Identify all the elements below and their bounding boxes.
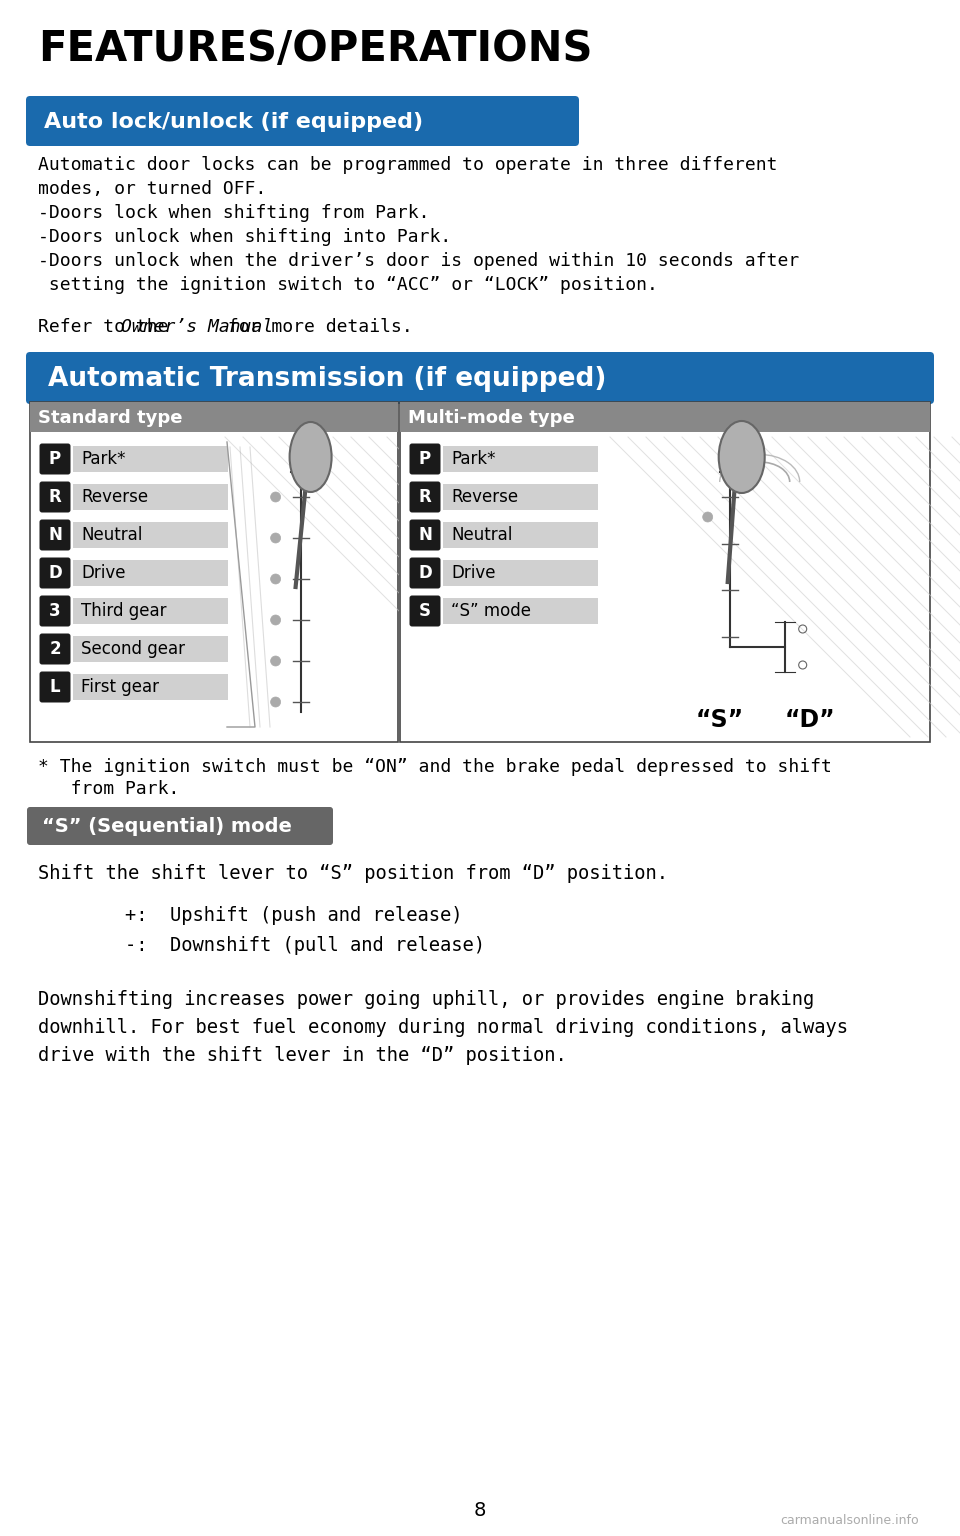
Bar <box>73 561 228 587</box>
Text: N: N <box>418 525 432 544</box>
Circle shape <box>703 511 712 522</box>
Bar <box>443 561 598 587</box>
FancyBboxPatch shape <box>39 558 70 588</box>
Text: “S” mode: “S” mode <box>451 602 531 621</box>
Text: * The ignition switch must be “ON” and the brake pedal depressed to shift: * The ignition switch must be “ON” and t… <box>38 757 832 776</box>
Bar <box>443 484 598 510</box>
Text: carmanualsonline.info: carmanualsonline.info <box>780 1513 919 1527</box>
Text: Drive: Drive <box>81 564 126 582</box>
Text: R: R <box>49 488 61 505</box>
Bar <box>73 445 228 472</box>
Circle shape <box>271 697 280 707</box>
FancyBboxPatch shape <box>410 444 441 475</box>
Text: Reverse: Reverse <box>451 488 518 505</box>
Text: S: S <box>419 602 431 621</box>
FancyBboxPatch shape <box>39 519 70 550</box>
Ellipse shape <box>290 422 331 492</box>
FancyBboxPatch shape <box>39 481 70 513</box>
Text: drive with the shift lever in the “D” position.: drive with the shift lever in the “D” po… <box>38 1046 566 1064</box>
FancyBboxPatch shape <box>39 444 70 475</box>
Text: P: P <box>419 450 431 468</box>
Text: 3: 3 <box>49 602 60 621</box>
Bar <box>73 636 228 662</box>
Circle shape <box>271 574 280 584</box>
FancyBboxPatch shape <box>410 596 441 627</box>
FancyBboxPatch shape <box>410 481 441 513</box>
Text: Reverse: Reverse <box>81 488 148 505</box>
Text: N: N <box>48 525 62 544</box>
Text: -Doors unlock when the driver’s door is opened within 10 seconds after: -Doors unlock when the driver’s door is … <box>38 252 800 270</box>
Text: Auto lock/unlock (if equipped): Auto lock/unlock (if equipped) <box>44 112 423 132</box>
Text: from Park.: from Park. <box>38 780 180 799</box>
Bar <box>443 522 598 548</box>
Text: Standard type: Standard type <box>38 409 182 427</box>
Circle shape <box>271 614 280 625</box>
Text: FEATURES/OPERATIONS: FEATURES/OPERATIONS <box>38 28 592 71</box>
Circle shape <box>271 656 280 667</box>
FancyBboxPatch shape <box>410 519 441 550</box>
Text: for more details.: for more details. <box>217 318 413 336</box>
Text: First gear: First gear <box>81 677 159 696</box>
Ellipse shape <box>719 421 765 493</box>
Text: P: P <box>49 450 61 468</box>
FancyBboxPatch shape <box>39 596 70 627</box>
Text: D: D <box>419 564 432 582</box>
Text: “D”: “D” <box>784 708 835 733</box>
Text: Downshifting increases power going uphill, or provides engine braking: Downshifting increases power going uphil… <box>38 991 814 1009</box>
FancyBboxPatch shape <box>27 806 333 845</box>
Bar <box>30 402 398 432</box>
Text: -:  Downshift (pull and release): -: Downshift (pull and release) <box>125 935 485 955</box>
Text: Neutral: Neutral <box>81 525 142 544</box>
FancyBboxPatch shape <box>39 671 70 702</box>
FancyBboxPatch shape <box>26 95 579 146</box>
Text: Refer to the: Refer to the <box>38 318 180 336</box>
Text: modes, or turned OFF.: modes, or turned OFF. <box>38 180 266 198</box>
Bar <box>73 484 228 510</box>
Text: Drive: Drive <box>451 564 495 582</box>
Bar <box>443 445 598 472</box>
Circle shape <box>271 492 280 502</box>
Text: “S”: “S” <box>696 708 744 733</box>
Bar <box>400 402 930 432</box>
Text: R: R <box>419 488 431 505</box>
Text: 8: 8 <box>474 1501 486 1519</box>
Text: D: D <box>48 564 61 582</box>
Text: Neutral: Neutral <box>451 525 513 544</box>
FancyBboxPatch shape <box>26 352 934 404</box>
Text: setting the ignition switch to “ACC” or “LOCK” position.: setting the ignition switch to “ACC” or … <box>38 276 658 293</box>
Text: Second gear: Second gear <box>81 641 185 657</box>
Text: downhill. For best fuel economy during normal driving conditions, always: downhill. For best fuel economy during n… <box>38 1018 848 1037</box>
Circle shape <box>271 533 280 544</box>
Bar <box>73 674 228 700</box>
Bar <box>443 598 598 624</box>
Text: Owner’s Manual: Owner’s Manual <box>121 318 274 336</box>
Text: Automatic door locks can be programmed to operate in three different: Automatic door locks can be programmed t… <box>38 157 778 174</box>
Text: -Doors lock when shifting from Park.: -Doors lock when shifting from Park. <box>38 204 429 223</box>
Text: Park*: Park* <box>81 450 126 468</box>
Text: -Doors unlock when shifting into Park.: -Doors unlock when shifting into Park. <box>38 227 451 246</box>
Text: Automatic Transmission (if equipped): Automatic Transmission (if equipped) <box>48 366 607 392</box>
Bar <box>400 402 930 742</box>
Bar <box>30 402 398 742</box>
Text: L: L <box>50 677 60 696</box>
Bar <box>73 522 228 548</box>
Text: Multi-mode type: Multi-mode type <box>408 409 575 427</box>
Text: +:  Upshift (push and release): +: Upshift (push and release) <box>125 906 463 925</box>
FancyBboxPatch shape <box>39 633 70 665</box>
Bar <box>73 598 228 624</box>
Text: Third gear: Third gear <box>81 602 166 621</box>
Text: Shift the shift lever to “S” position from “D” position.: Shift the shift lever to “S” position fr… <box>38 863 668 883</box>
Text: 2: 2 <box>49 641 60 657</box>
Text: “S” (Sequential) mode: “S” (Sequential) mode <box>42 817 292 837</box>
Text: Park*: Park* <box>451 450 495 468</box>
FancyBboxPatch shape <box>410 558 441 588</box>
